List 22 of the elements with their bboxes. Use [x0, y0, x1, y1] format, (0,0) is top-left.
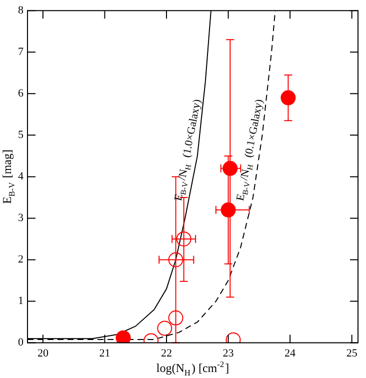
point: [168, 310, 184, 326]
point: [280, 90, 296, 106]
y-tick-label: 5: [18, 129, 24, 142]
y-tick-label: 1: [18, 295, 24, 308]
x-tick-label: 20: [37, 347, 49, 360]
y-tick-label: 3: [18, 212, 24, 224]
y-tick-label: 6: [18, 88, 24, 100]
x-tick-label: 22: [160, 347, 172, 360]
point: [168, 252, 184, 268]
y-axis-title: EB-V [mag]: [0, 149, 16, 204]
point: [176, 231, 192, 246]
y-tick-label: 4: [18, 170, 24, 183]
x-tick-label: 21: [99, 347, 110, 360]
point: [116, 330, 131, 343]
x-tick-label: 25: [346, 347, 358, 360]
y-tick-label: 8: [18, 4, 24, 16]
point: [157, 320, 172, 336]
x-tick-label: 23: [222, 347, 234, 360]
y-tick-label: 0: [18, 336, 24, 349]
y-tick-label: 7: [18, 46, 24, 58]
x-tick-label: 24: [284, 347, 296, 360]
y-tick-label: 2: [18, 254, 24, 266]
